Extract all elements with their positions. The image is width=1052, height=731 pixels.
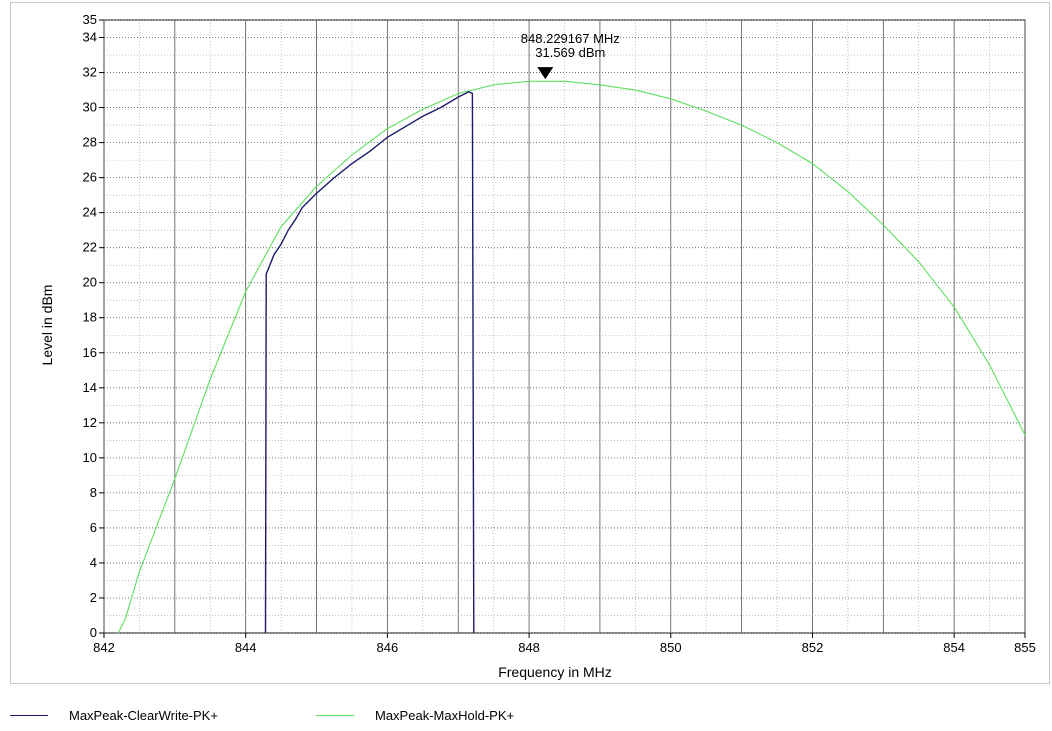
legend-label-clearwrite: MaxPeak-ClearWrite-PK+: [69, 708, 218, 723]
series-line-clearwrite: [264, 91, 475, 634]
legend-item-clearwrite: MaxPeak-ClearWrite-PK+: [10, 708, 218, 723]
marker-triangle: [537, 67, 554, 80]
y-tick-label: 28: [83, 135, 97, 150]
x-tick-label: 855: [1014, 640, 1036, 655]
y-tick-label: 16: [83, 345, 97, 360]
y-tick-label: 12: [83, 415, 97, 430]
legend-item-maxhold: MaxPeak-MaxHold-PK+: [316, 708, 514, 723]
y-tick-label: 24: [83, 205, 97, 220]
y-tick-label: 10: [83, 450, 97, 465]
axis-ticks: 842 844 846 848 850 852 854 8550246810121416182…: [83, 12, 1036, 655]
series-group: [117, 80, 1026, 634]
legend-swatch-clearwrite: [10, 715, 48, 716]
legend-swatch-maxhold: [316, 715, 354, 716]
y-tick-label: 34: [83, 30, 97, 45]
series-line-maxhold: [117, 80, 1026, 634]
legend-label-maxhold: MaxPeak-MaxHold-PK+: [375, 708, 515, 723]
y-tick-label: 0: [90, 625, 97, 640]
y-tick-label: 20: [83, 275, 97, 290]
chart-frame: [10, 2, 1050, 684]
y-tick-label: 2: [90, 590, 97, 605]
x-tick-label: 842: [93, 640, 115, 655]
marker-frequency-label: 848.229167 MHz: [521, 31, 620, 46]
marker-level-label: 31.569 dBm: [535, 45, 605, 60]
y-tick-label: 32: [83, 65, 97, 80]
x-tick-label: 850: [660, 640, 682, 655]
x-tick-label: 846: [377, 640, 399, 655]
grid: [103, 19, 1026, 634]
y-tick-label: 8: [90, 485, 97, 500]
y-tick-label: 22: [83, 240, 97, 255]
y-tick-label: 6: [90, 520, 97, 535]
y-tick-label: 4: [90, 555, 97, 570]
y-tick-label: 35: [83, 12, 97, 27]
x-tick-label: 854: [943, 640, 965, 655]
x-tick-label: 848: [518, 640, 540, 655]
y-tick-label: 30: [83, 100, 97, 115]
x-axis-title: Frequency in MHz: [498, 664, 612, 680]
x-tick-label: 852: [802, 640, 824, 655]
y-tick-label: 26: [83, 170, 97, 185]
y-tick-label: 18: [83, 310, 97, 325]
x-tick-label: 844: [235, 640, 257, 655]
y-tick-label: 14: [83, 380, 97, 395]
y-axis-title: Level in dBm: [39, 285, 55, 366]
